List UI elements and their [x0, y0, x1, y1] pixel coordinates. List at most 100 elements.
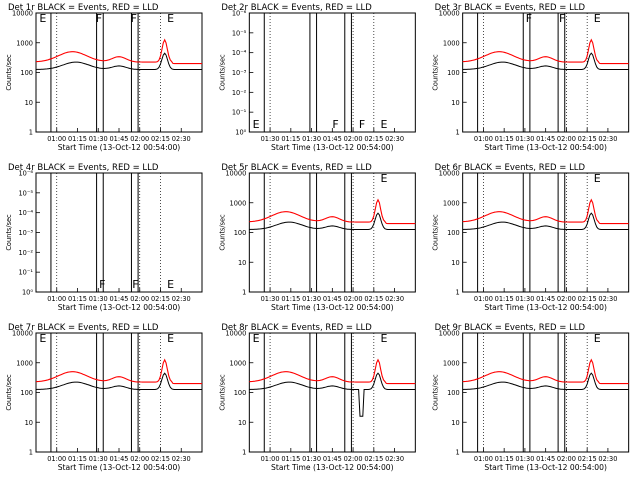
x-tick-label: 02:00: [344, 295, 363, 303]
x-tick-label: 01:00: [474, 135, 493, 143]
y-tick-label: 10: [25, 99, 33, 107]
panel-title: Det 8r BLACK = Events, RED = LLD: [221, 323, 372, 333]
x-tick-label: 02:15: [151, 295, 170, 303]
plot-frame: [462, 332, 630, 453]
x-tick-label: 02:15: [578, 455, 597, 463]
segment-flag: E: [253, 332, 260, 345]
panel-det-2: Det 2r BLACK = Events, RED = LLD Counts/s…: [218, 3, 416, 152]
y-tick-label: 1000: [16, 359, 33, 367]
segment-flag: E: [380, 118, 387, 131]
y-axis-label: Counts/sec: [218, 54, 226, 91]
x-tick-label: 01:00: [261, 455, 280, 463]
x-tick-label: 01:30: [515, 135, 534, 143]
y-tick-label: 10⁻³: [18, 229, 33, 237]
x-axis-label: Start Time (13-Oct-12 00:54:00): [58, 143, 181, 152]
y-tick-label: 10⁻⁴: [18, 209, 33, 217]
x-tick-label: 01:15: [281, 455, 300, 463]
y-tick-label: 1: [29, 449, 33, 457]
panel-title: Det 1r BLACK = Events, RED = LLD: [8, 3, 159, 13]
x-tick-label: 01:30: [302, 295, 321, 303]
panel-det-4: Det 4r BLACK = Events, RED = LLD Counts/s…: [5, 163, 203, 312]
segment-flag: E: [167, 12, 174, 25]
y-tick-label: 10⁻¹: [18, 269, 33, 277]
x-tick-label: 02:15: [364, 135, 383, 143]
x-tick-label: 01:45: [323, 135, 342, 143]
segment-flag: F: [132, 278, 138, 291]
y-tick-label: 10000: [439, 170, 460, 178]
y-axis-label: Counts/sec: [432, 214, 440, 251]
panel-det-3: Det 3r BLACK = Events, RED = LLD Counts/s…: [432, 3, 630, 152]
x-tick-label: 01:00: [47, 295, 66, 303]
panel-det-1: Det 1r BLACK = Events, RED = LLD Counts/s…: [5, 3, 203, 152]
panel-det-9: Det 9r BLACK = Events, RED = LLD Counts/s…: [432, 323, 630, 472]
y-tick-label: 10000: [12, 10, 33, 18]
x-axis-label: Start Time (13-Oct-12 00:54:00): [271, 463, 394, 472]
x-axis-label: Start Time (13-Oct-12 00:54:00): [484, 143, 607, 152]
y-tick-label: 10⁻⁵: [18, 189, 33, 197]
panel-title: Det 7r BLACK = Events, RED = LLD: [8, 323, 159, 333]
y-tick-label: 100: [234, 389, 247, 397]
y-tick-label: 10⁰: [22, 289, 33, 297]
plot-frame: [248, 12, 416, 133]
panel-title: Det 2r BLACK = Events, RED = LLD: [221, 3, 372, 13]
panel-det-8: Det 8r BLACK = Events, RED = LLD Counts/s…: [218, 323, 416, 472]
segment-flag: E: [253, 118, 260, 131]
y-tick-label: 1000: [230, 359, 247, 367]
x-tick-label: 01:15: [281, 135, 300, 143]
series-lld-line: [35, 38, 202, 65]
segment-flag: E: [39, 332, 46, 345]
y-tick-label: 10: [238, 259, 246, 267]
series-lld-line: [462, 38, 629, 65]
x-tick-label: 01:45: [109, 455, 128, 463]
y-tick-label: 1000: [443, 359, 460, 367]
x-tick-label: 01:30: [89, 135, 108, 143]
x-tick-label: 02:00: [557, 455, 576, 463]
x-tick-label: 01:00: [47, 135, 66, 143]
x-tick-label: 01:00: [474, 295, 493, 303]
y-axis-label: Counts/sec: [218, 214, 226, 251]
panel-det-6: Det 6r BLACK = Events, RED = LLD Counts/s…: [432, 163, 630, 312]
y-axis-label: Counts/sec: [432, 374, 440, 411]
y-tick-label: 10: [451, 419, 459, 427]
x-tick-label: 02:15: [578, 295, 597, 303]
x-tick-label: 01:15: [68, 295, 87, 303]
segment-flag: F: [131, 12, 137, 25]
y-tick-label: 10⁻⁵: [232, 29, 247, 37]
x-tick-label: 01:45: [536, 295, 555, 303]
panel-title: Det 9r BLACK = Events, RED = LLD: [435, 323, 586, 333]
segment-flag: F: [359, 118, 365, 131]
panel-title: Det 6r BLACK = Events, RED = LLD: [435, 163, 586, 173]
y-axis-label: Counts/sec: [5, 374, 13, 411]
y-tick-label: 10⁻²: [232, 89, 247, 97]
y-tick-label: 1000: [443, 199, 460, 207]
x-tick-label: 01:00: [47, 455, 66, 463]
segment-flag: F: [96, 12, 102, 25]
y-tick-label: 10: [238, 419, 246, 427]
y-tick-label: 1: [455, 289, 459, 297]
series-events-line: [249, 372, 416, 417]
y-tick-label: 1: [455, 129, 459, 137]
x-tick-label: 02:15: [151, 135, 170, 143]
panel-det-5: Det 5r BLACK = Events, RED = LLD Counts/s…: [218, 163, 416, 312]
plot-frame: [248, 172, 416, 293]
x-axis-label: Start Time (13-Oct-12 00:54:00): [271, 143, 394, 152]
y-tick-label: 1000: [16, 39, 33, 47]
x-tick-label: 01:15: [68, 455, 87, 463]
y-tick-label: 10⁻³: [232, 69, 247, 77]
x-tick-label: 01:45: [536, 455, 555, 463]
y-tick-label: 100: [20, 389, 33, 397]
panel-det-7: Det 7r BLACK = Events, RED = LLD Counts/s…: [5, 323, 203, 472]
x-tick-label: 01:45: [109, 135, 128, 143]
y-tick-label: 10⁰: [235, 129, 246, 137]
panel-title: Det 4r BLACK = Events, RED = LLD: [8, 163, 159, 173]
x-tick-label: 02:00: [130, 135, 149, 143]
plot-frame: [462, 12, 630, 133]
segment-flag: E: [39, 12, 46, 25]
x-tick-label: 02:00: [557, 295, 576, 303]
y-tick-label: 10⁻⁶: [232, 10, 247, 18]
x-tick-label: 01:30: [89, 295, 108, 303]
series-lld-line: [35, 358, 202, 385]
y-axis-label: Counts/sec: [218, 374, 226, 411]
x-tick-label: 02:30: [598, 295, 617, 303]
